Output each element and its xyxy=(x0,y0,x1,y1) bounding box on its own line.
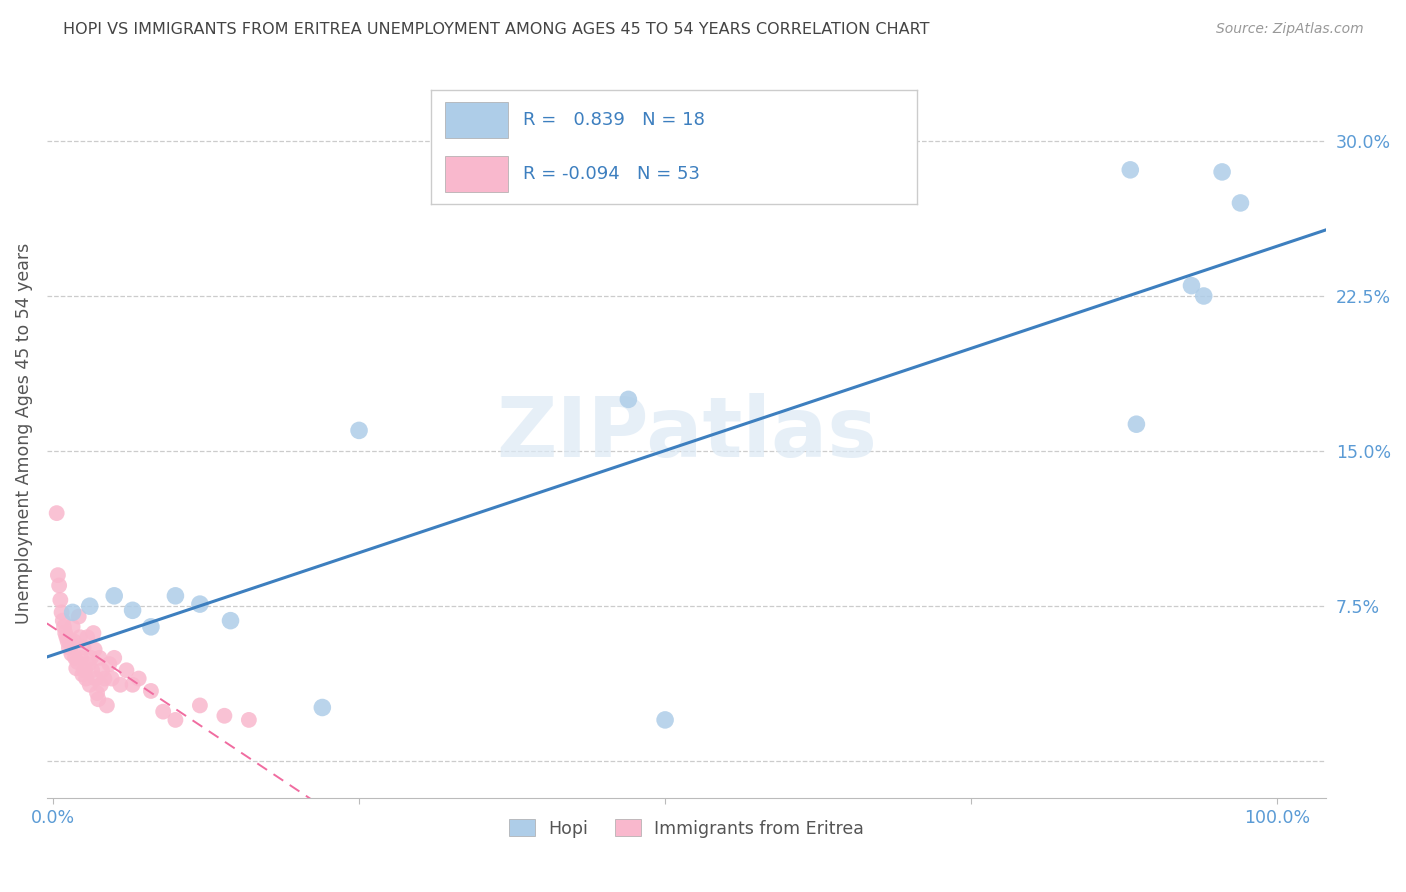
Point xyxy=(1192,289,1215,303)
Point xyxy=(63,651,86,665)
Point xyxy=(69,630,91,644)
Point xyxy=(91,663,114,677)
Point xyxy=(219,614,242,628)
Point xyxy=(51,606,73,620)
Point xyxy=(45,506,67,520)
Text: ZIPatlas: ZIPatlas xyxy=(496,393,877,474)
Point xyxy=(53,620,76,634)
Point xyxy=(80,651,103,665)
Point xyxy=(654,713,676,727)
Point xyxy=(84,672,107,686)
Point xyxy=(83,642,105,657)
Point xyxy=(65,661,87,675)
Point xyxy=(62,606,84,620)
Point xyxy=(66,655,89,669)
Y-axis label: Unemployment Among Ages 45 to 54 years: Unemployment Among Ages 45 to 54 years xyxy=(15,243,32,624)
Point xyxy=(77,657,100,671)
Text: HOPI VS IMMIGRANTS FROM ERITREA UNEMPLOYMENT AMONG AGES 45 TO 54 YEARS CORRELATI: HOPI VS IMMIGRANTS FROM ERITREA UNEMPLOY… xyxy=(63,22,929,37)
Point xyxy=(49,593,72,607)
Point xyxy=(75,672,97,686)
Point xyxy=(60,647,83,661)
Point xyxy=(96,698,118,713)
Text: Source: ZipAtlas.com: Source: ZipAtlas.com xyxy=(1216,22,1364,37)
Point xyxy=(139,620,162,634)
Point xyxy=(1125,417,1147,432)
Point xyxy=(1180,278,1202,293)
Point xyxy=(93,672,115,686)
Point xyxy=(70,651,93,665)
Point xyxy=(73,663,96,677)
Point xyxy=(67,609,90,624)
Point xyxy=(214,708,236,723)
Point xyxy=(56,634,79,648)
Point xyxy=(103,651,125,665)
Point xyxy=(55,630,77,644)
Point xyxy=(86,686,108,700)
Point xyxy=(188,597,211,611)
Point xyxy=(1119,162,1142,177)
Point xyxy=(165,713,187,727)
Legend: Hopi, Immigrants from Eritrea: Hopi, Immigrants from Eritrea xyxy=(502,813,872,845)
Point xyxy=(110,678,132,692)
Point xyxy=(58,640,80,655)
Point xyxy=(152,705,174,719)
Point xyxy=(82,663,104,677)
Point xyxy=(128,672,150,686)
Point xyxy=(347,424,370,438)
Point xyxy=(100,672,122,686)
Point xyxy=(82,626,104,640)
Point xyxy=(59,634,82,648)
Point xyxy=(63,634,86,648)
Point xyxy=(617,392,640,407)
Point xyxy=(48,578,70,592)
Point xyxy=(238,713,260,727)
Point xyxy=(165,589,187,603)
Point xyxy=(52,614,75,628)
Point xyxy=(72,640,94,655)
Point xyxy=(46,568,69,582)
Point xyxy=(90,678,112,692)
Point xyxy=(139,684,162,698)
Point xyxy=(87,692,110,706)
Point xyxy=(188,698,211,713)
Point xyxy=(62,620,84,634)
Point xyxy=(311,700,333,714)
Point xyxy=(53,626,76,640)
Point xyxy=(98,657,121,671)
Point xyxy=(79,678,101,692)
Point xyxy=(1211,165,1233,179)
Point xyxy=(79,599,101,614)
Point xyxy=(121,678,143,692)
Point xyxy=(1229,196,1251,211)
Point xyxy=(89,651,111,665)
Point xyxy=(76,630,98,644)
Point xyxy=(72,667,94,681)
Point xyxy=(103,589,125,603)
Point xyxy=(115,663,138,677)
Point xyxy=(121,603,143,617)
